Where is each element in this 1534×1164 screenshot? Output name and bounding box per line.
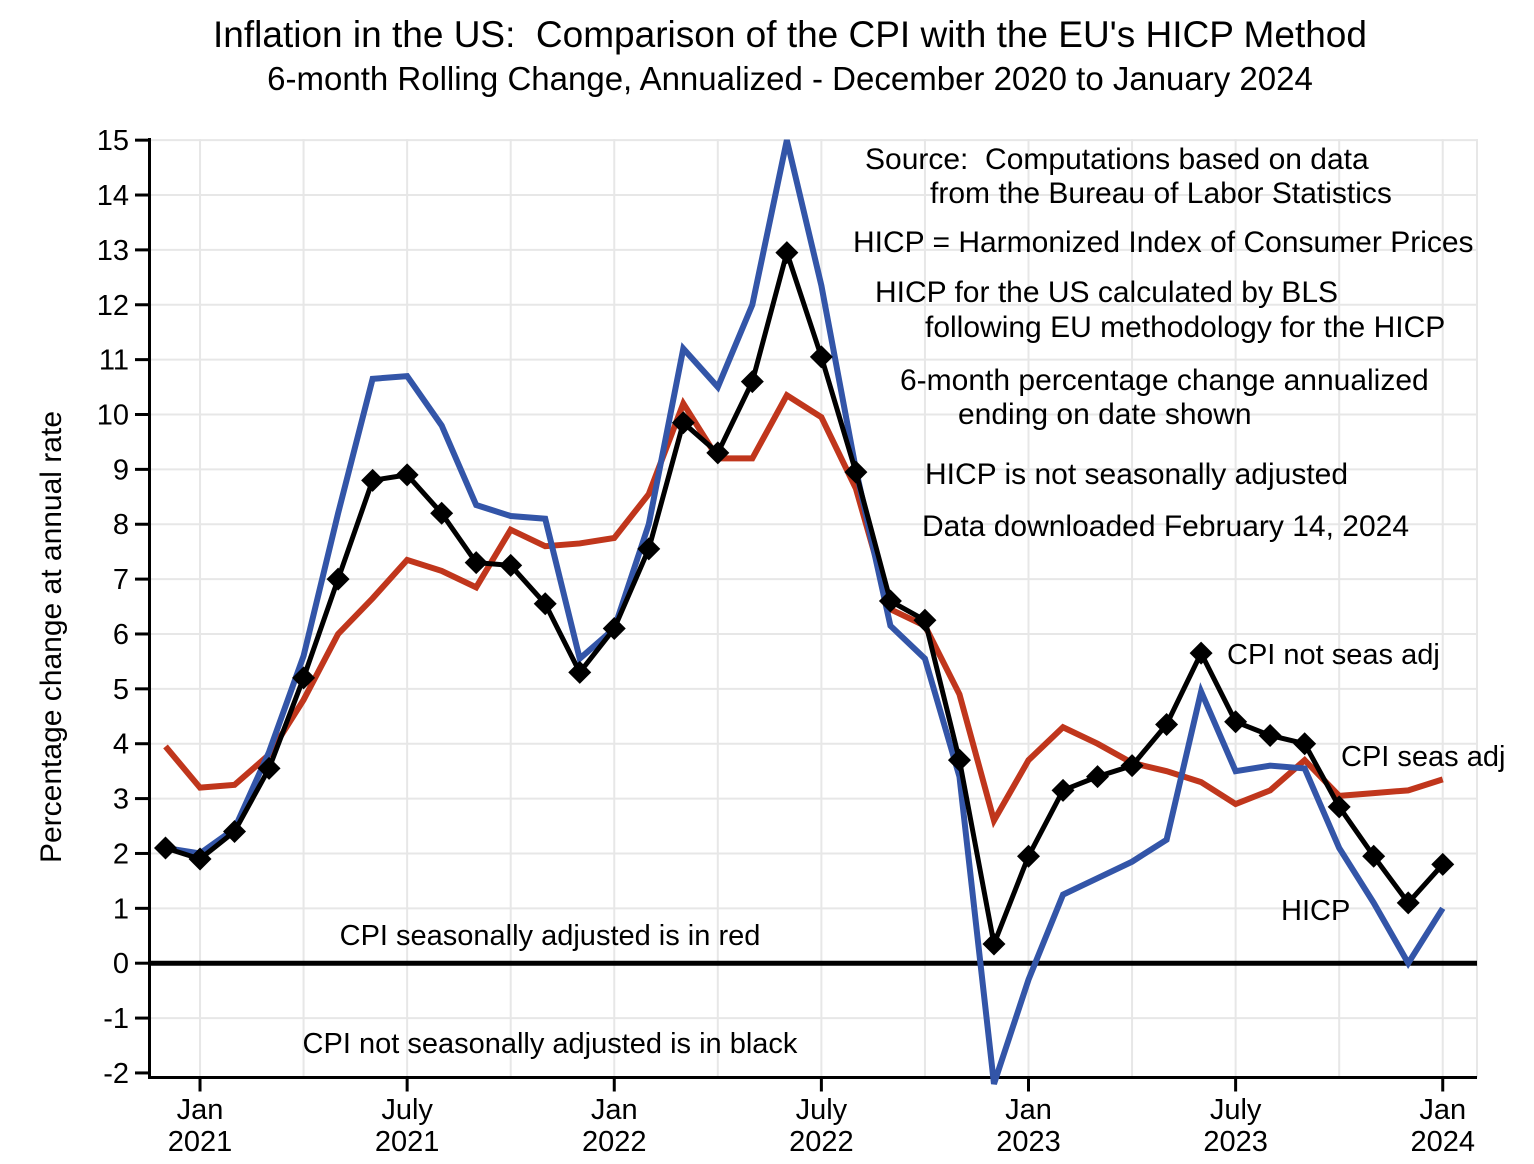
x-tick-label-year: 2024 [1410, 1126, 1475, 1158]
y-tick-label: -1 [103, 1003, 129, 1035]
y-tick-label: 8 [113, 509, 129, 541]
cpi-not-seas-adj-marker [1224, 710, 1248, 734]
cpi-not-seas-adj-marker [499, 553, 523, 577]
annotation-hicp-calc-line1: HICP for the US calculated by BLS [875, 276, 1339, 309]
annotation-hicp-definition: HICP = Harmonized Index of Consumer Pric… [853, 226, 1474, 259]
annotation-source-line1: Source: Computations based on data [865, 143, 1369, 176]
legend-black-line: CPI not seasonally adjusted is in black [302, 1028, 798, 1060]
y-tick-label: 0 [113, 948, 129, 980]
cpi-not-seas-adj-marker [844, 460, 868, 484]
cpi-not-seas-adj-marker [568, 660, 592, 684]
x-tick-label: Jan [591, 1094, 638, 1126]
cpi-not-seas-adj-marker [1017, 844, 1040, 868]
cpi-not-seas-adj-marker [602, 616, 626, 640]
y-tick-label: 15 [97, 125, 129, 157]
series-label-cpi-seas-adj: CPI seas adj [1341, 741, 1506, 773]
x-tick-label: Jan [1419, 1094, 1466, 1126]
cpi-not-seas-adj-marker [671, 411, 695, 435]
x-tick-label: July [796, 1094, 848, 1126]
cpi-not-seas-adj-marker [740, 370, 764, 394]
cpi-not-seas-adj-marker [1431, 852, 1455, 876]
annotation-sixmonth-line2: ending on date shown [958, 398, 1252, 431]
cpi-not-seas-adj-marker [188, 847, 212, 871]
annotation-download-date: Data downloaded February 14, 2024 [922, 510, 1410, 543]
cpi-seas-adj-line [163, 391, 1444, 829]
annotation-source-line2: from the Bureau of Labor Statistics [930, 177, 1392, 210]
cpi-not-seas-adj-marker [361, 468, 385, 492]
y-tick-label: 2 [113, 838, 129, 870]
y-tick-label: 3 [113, 784, 129, 816]
series-label-hicp: HICP [1281, 895, 1351, 927]
cpi-not-seas-adj-marker [1362, 844, 1386, 868]
cpi-not-seas-adj-marker [326, 567, 350, 591]
hicp-line [165, 139, 1446, 1085]
cpi-not-seas-adj-marker [533, 592, 557, 616]
y-tick-label: 9 [113, 454, 129, 486]
y-tick-label: 10 [97, 400, 129, 432]
cpi-not-seas-adj-marker [430, 501, 454, 525]
x-tick-label-year: 2021 [168, 1126, 233, 1158]
cpi-not-seas-adj-marker [1396, 891, 1420, 915]
cpi-not-seas-adj-marker [154, 836, 177, 860]
cpi-not-seas-adj-marker [1258, 723, 1282, 747]
cpi-not-seas-adj-marker [809, 345, 833, 369]
cpi-not-seas-adj-marker [395, 463, 419, 487]
cpi-not-seas-adj-marker [982, 932, 1006, 956]
x-tick-label-year: 2023 [996, 1126, 1061, 1158]
annotation-hicp-not-adjusted: HICP is not seasonally adjusted [925, 458, 1349, 491]
x-tick-label: Jan [177, 1094, 224, 1126]
x-tick-label-year: 2021 [375, 1126, 440, 1158]
cpi-not-seas-adj-marker [292, 666, 316, 690]
cpi-not-seas-adj-marker [913, 608, 937, 632]
legend-red-line: CPI seasonally adjusted is in red [339, 920, 761, 952]
chart-title: Inflation in the US: Comparison of the C… [213, 14, 1367, 55]
y-tick-label: 11 [99, 345, 129, 377]
x-tick-label: Jan [1005, 1094, 1052, 1126]
cpi-not-seas-adj-marker [1189, 641, 1213, 665]
y-tick-label: 4 [113, 729, 129, 761]
y-axis-title: Percentage change at annual rate [35, 410, 68, 864]
cpi-not-seas-adj-marker [1086, 765, 1110, 789]
cpi-not-seas-adj-marker [947, 748, 971, 772]
cpi-not-seas-adj-line [164, 243, 1445, 953]
cpi-not-seas-adj-marker [637, 537, 661, 561]
annotation-hicp-calc-line2: following EU methodology for the HICP [925, 311, 1446, 344]
y-tick-label: 13 [97, 235, 129, 267]
series-label-cpi-not-seas-adj: CPI not seas adj [1227, 639, 1440, 671]
y-tick-label: 7 [113, 564, 129, 596]
cpi-not-seas-adj-marker [706, 441, 730, 465]
y-tick-label: -2 [103, 1058, 129, 1090]
cpi-not-seas-adj-marker [1051, 778, 1075, 802]
y-tick-label: 6 [113, 619, 129, 651]
cpi-not-seas-adj-marker [464, 551, 488, 575]
x-tick-label-year: 2022 [582, 1126, 647, 1158]
y-tick-label: 1 [113, 893, 129, 925]
cpi-not-seas-adj-marker [257, 756, 281, 780]
cpi-not-seas-adj-marker [1293, 732, 1317, 756]
annotation-sixmonth-line1: 6-month percentage change annualized [900, 364, 1429, 397]
x-tick-label: July [381, 1094, 433, 1126]
y-tick-label: 14 [97, 180, 129, 212]
cpi-not-seas-adj-marker [1155, 713, 1179, 737]
chart-subtitle: 6-month Rolling Change, Annualized - Dec… [267, 60, 1313, 97]
cpi-not-seas-adj-marker [1327, 795, 1351, 819]
cpi-not-seas-adj-marker [775, 241, 799, 265]
x-tick-label-year: 2022 [789, 1126, 854, 1158]
color-legend-note: CPI seasonally adjusted is in red CPI no… [250, 846, 850, 1098]
cpi-not-seas-adj-marker [878, 589, 902, 613]
x-tick-label-year: 2023 [1203, 1126, 1268, 1158]
cpi-not-seas-adj-marker [223, 820, 247, 844]
y-tick-label: 5 [113, 674, 129, 706]
cpi-not-seas-adj-marker [1120, 754, 1144, 778]
y-tick-label: 12 [97, 290, 129, 322]
x-tick-label: July [1210, 1094, 1262, 1126]
